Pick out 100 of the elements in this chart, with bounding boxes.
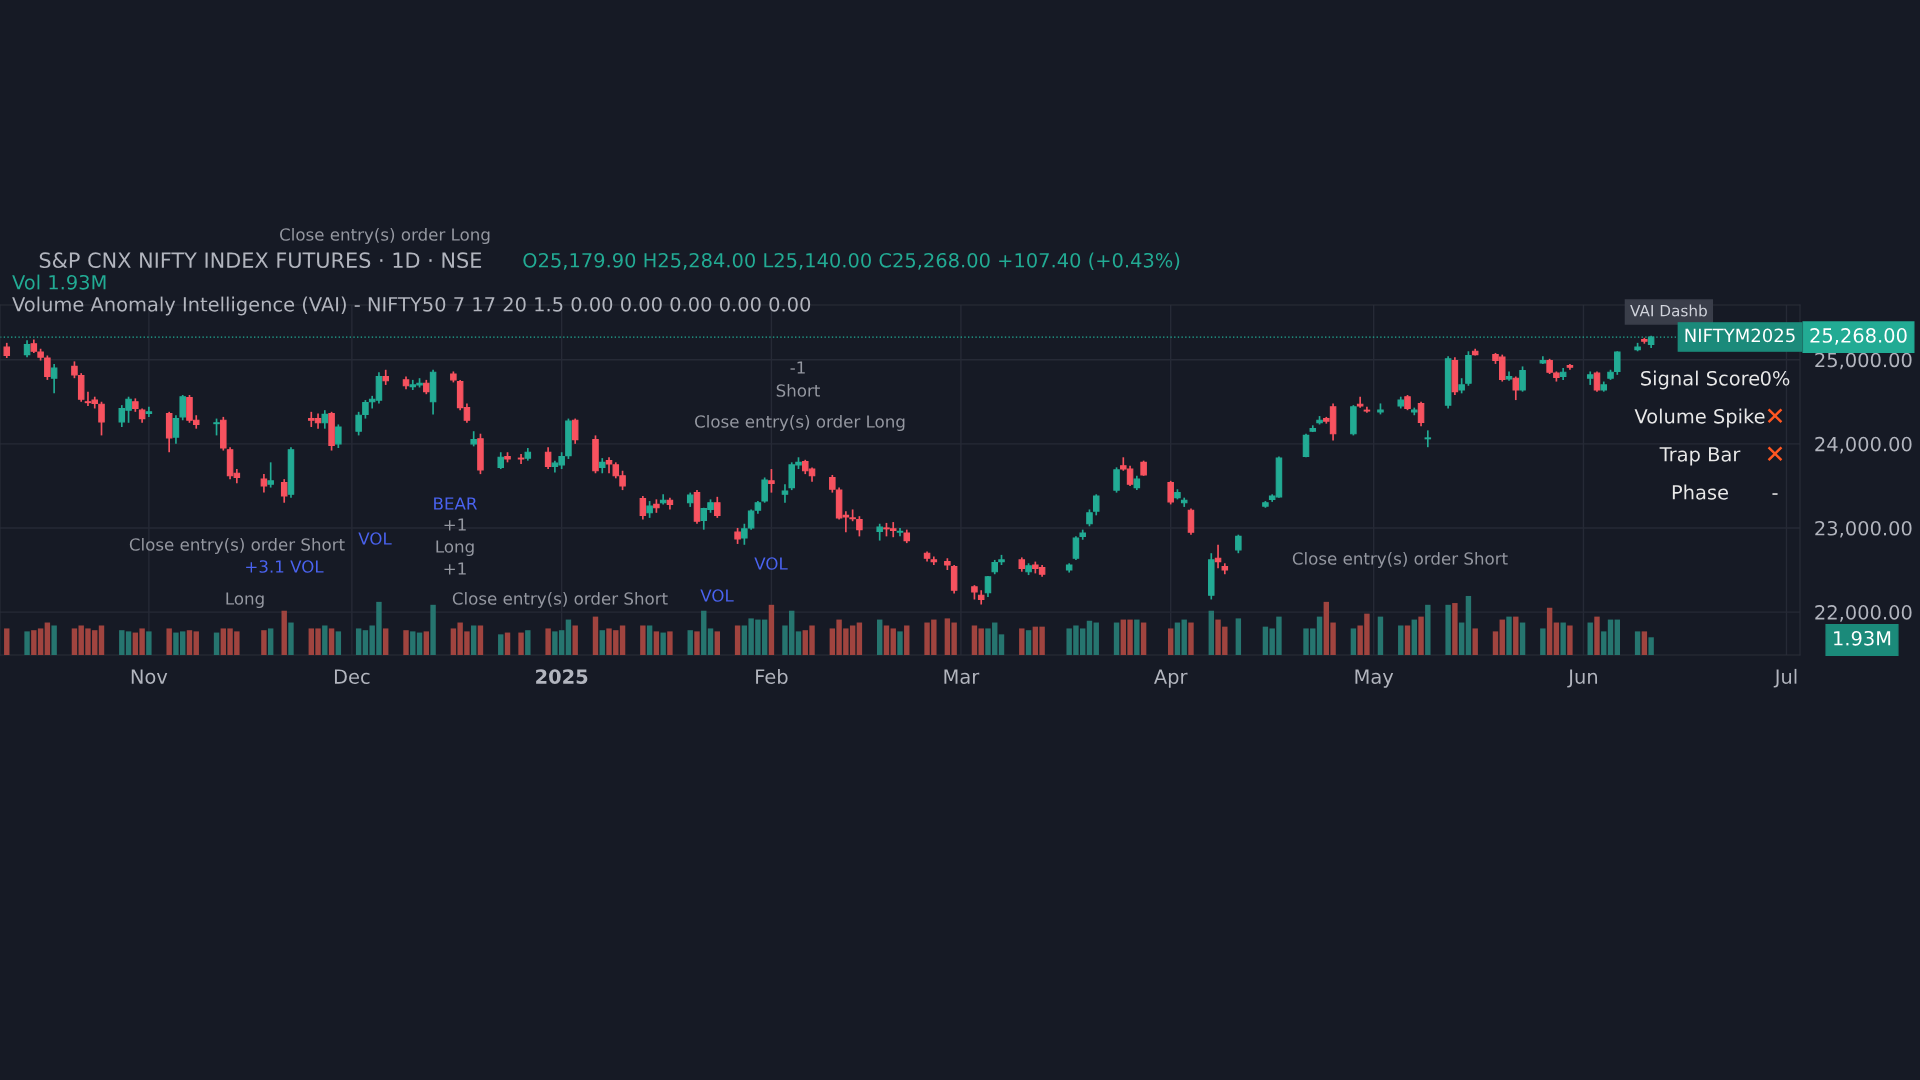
bar <box>667 631 673 655</box>
x-tick-label: Mar <box>944 669 980 684</box>
annotation: Volume Anomaly Intelligence (VAI) - NIFTY50 7 17 20 1.5 0.00 0.00 0.00 0.00 0.00 <box>12 296 811 316</box>
bar <box>267 628 274 655</box>
bar <box>1540 628 1546 655</box>
annotation: Signal Score <box>1641 370 1760 390</box>
candlestick <box>768 468 775 494</box>
candlestick <box>1512 375 1520 401</box>
bar <box>335 631 342 655</box>
bar <box>1418 616 1424 655</box>
bar <box>1506 616 1512 655</box>
annotation: Volume Spike <box>1634 408 1765 428</box>
bar <box>897 631 903 655</box>
candlestick <box>1417 400 1425 427</box>
bar <box>1093 622 1099 655</box>
bar <box>1235 618 1242 655</box>
bar <box>504 632 511 655</box>
candlestick <box>1187 507 1195 536</box>
bar <box>1587 622 1593 655</box>
bar <box>653 631 660 655</box>
bar <box>477 625 484 655</box>
bar <box>1648 637 1654 655</box>
bar <box>592 616 599 655</box>
candlestick <box>355 411 362 437</box>
bar <box>51 625 57 655</box>
bar <box>1140 622 1147 655</box>
bar <box>1377 616 1384 655</box>
candlestick <box>260 473 268 494</box>
bar <box>1513 616 1519 655</box>
bar <box>768 604 775 655</box>
candlestick <box>714 495 721 519</box>
x-tick-label: May <box>1355 669 1394 688</box>
bar <box>883 625 890 655</box>
annotation: Long <box>436 540 474 557</box>
bar <box>1492 631 1499 655</box>
y-tick-label: 23,000.00 <box>1815 520 1912 538</box>
annotation: +1 <box>444 562 466 575</box>
bar <box>423 631 430 655</box>
candlestick <box>1092 493 1100 517</box>
bar <box>890 628 896 655</box>
bar <box>98 625 105 655</box>
bar <box>599 630 605 655</box>
bar <box>1188 622 1194 655</box>
candlestick <box>781 483 789 504</box>
bar <box>430 604 436 655</box>
candlestick <box>950 564 958 595</box>
bar <box>714 631 720 655</box>
bar <box>1398 625 1404 655</box>
bar <box>876 619 883 655</box>
y-tick-label: 22,000.00 <box>1815 605 1912 622</box>
candlestick <box>571 417 579 445</box>
annotation: 0% <box>1760 370 1790 386</box>
bar <box>1025 630 1032 655</box>
bar <box>1425 604 1431 655</box>
bar <box>1452 603 1458 655</box>
candlestick <box>1593 370 1601 393</box>
bar <box>193 631 199 655</box>
annotation: Short <box>776 383 820 397</box>
y-tick-label: 25,000.00 <box>1815 352 1912 370</box>
bar <box>1445 604 1451 655</box>
bar <box>545 628 551 655</box>
bar <box>904 625 910 655</box>
text: 1.93M <box>1834 630 1891 646</box>
bar <box>1634 631 1641 655</box>
bar <box>1601 631 1607 655</box>
bar <box>383 628 389 655</box>
y-tick-label: 24,000.00 <box>1815 436 1912 454</box>
annotation: Close entry(s) order Long <box>695 414 905 432</box>
bar <box>322 625 328 655</box>
annotation: ✕ <box>1767 446 1783 462</box>
bar <box>1174 622 1181 655</box>
candlestick <box>179 394 186 422</box>
chart-title: S&P CNX NIFTY INDEX FUTURES · 1D · NSE <box>39 252 482 269</box>
bar <box>1404 625 1411 655</box>
candlestick <box>761 476 768 504</box>
annotation: BEAR <box>434 497 477 510</box>
bar <box>281 610 287 655</box>
bar <box>1607 619 1614 655</box>
bar <box>707 628 714 655</box>
bar <box>1519 622 1526 655</box>
candlestick <box>1519 365 1526 393</box>
bar <box>572 625 578 655</box>
bar <box>1560 622 1566 655</box>
bar <box>1411 619 1417 655</box>
annotation: Phase <box>1672 484 1728 500</box>
annotation: Close entry(s) order Short <box>1292 551 1508 569</box>
candlestick <box>544 446 552 470</box>
candlestick <box>267 461 274 489</box>
annotation: NIFTYM2025 <box>1685 328 1795 343</box>
x-tick-label: Dec <box>334 669 370 684</box>
chart-subtitle: O25,179.90 H25,284.00 L25,140.00 C25,268.00 +107.40 (+0.43%) <box>523 252 1180 270</box>
bar <box>1546 607 1553 655</box>
candlestick <box>1072 535 1080 561</box>
bar <box>998 634 1005 655</box>
bar <box>1499 619 1505 655</box>
candlestick <box>1614 350 1621 376</box>
x-tick-label: Jul <box>1773 668 1797 688</box>
bar <box>687 630 693 655</box>
bar <box>410 631 416 655</box>
candlestick <box>856 515 863 538</box>
